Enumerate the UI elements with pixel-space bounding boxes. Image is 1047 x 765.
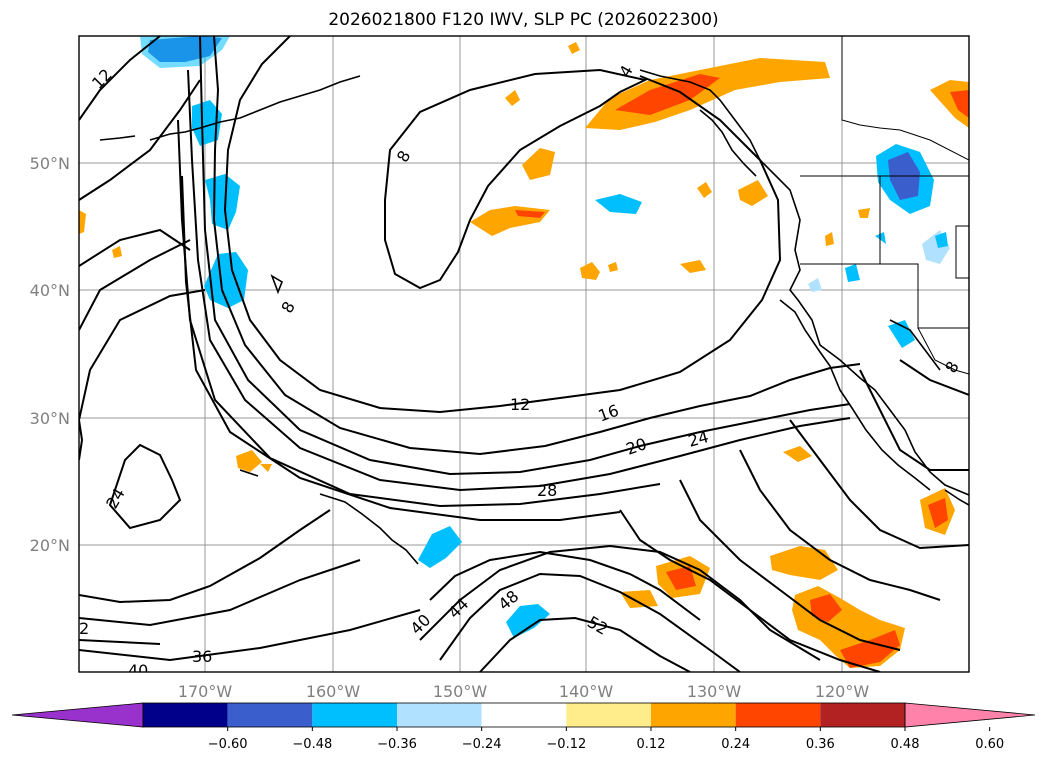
colorbar-tick-label: −0.60 bbox=[208, 737, 248, 752]
lat-tick-labels: 50°N 40°N 30°N 20°N bbox=[30, 154, 70, 555]
lat-tick: 20°N bbox=[30, 536, 70, 555]
anomaly-shading bbox=[79, 36, 969, 668]
colorbar-extend-max bbox=[904, 702, 1036, 728]
colorbar-segment bbox=[735, 703, 821, 727]
plot-border bbox=[78, 35, 970, 673]
lat-tick: 30°N bbox=[30, 409, 70, 428]
lon-tick: 130°W bbox=[687, 682, 742, 701]
colorbar-segment bbox=[227, 703, 313, 727]
colorbar-tick-label: −0.12 bbox=[546, 737, 586, 752]
colorbar-segment bbox=[143, 703, 228, 727]
lon-tick: 160°W bbox=[306, 682, 361, 701]
colorbar-tick-label: 0.24 bbox=[721, 737, 750, 752]
colorbar-segment bbox=[651, 703, 736, 727]
lon-tick: 170°W bbox=[178, 682, 233, 701]
colorbar-tick-label: 0.36 bbox=[806, 737, 835, 752]
map-title: 2026021800 F120 IWV, SLP PC (2026022300) bbox=[328, 10, 719, 30]
colorbar-ticks: −0.60 −0.48 −0.36 −0.24 −0.12 0.12 0.24 0.36 0.4… bbox=[208, 727, 1004, 752]
colorbar-tick-label: −0.24 bbox=[462, 737, 502, 752]
positive-anomaly-2 bbox=[522, 148, 555, 180]
lat-tick: 50°N bbox=[30, 154, 70, 173]
contour-label: 12 bbox=[510, 395, 530, 414]
contour-8-closed bbox=[384, 68, 649, 290]
contour-label: 28 bbox=[537, 481, 557, 500]
colorbar: −0.60 −0.48 −0.36 −0.24 −0.12 0.12 0.24 0.36 0.4… bbox=[11, 702, 1036, 752]
contour-label: 36 bbox=[192, 647, 212, 666]
colorbar-segment bbox=[820, 703, 905, 727]
colorbar-segment bbox=[312, 703, 397, 727]
colorbar-frame bbox=[142, 702, 906, 728]
colorbar-segment bbox=[566, 703, 651, 727]
coastlines bbox=[99, 69, 969, 565]
colorbar-tick-label: −0.36 bbox=[377, 737, 417, 752]
colorbar-tick-label: 0.12 bbox=[637, 737, 666, 752]
colorbar-segments bbox=[11, 702, 1036, 728]
lon-tick: 120°W bbox=[815, 682, 870, 701]
colorbar-segment bbox=[481, 703, 567, 727]
contour-24-left bbox=[108, 443, 182, 530]
political-borders bbox=[800, 36, 969, 375]
colorbar-tick-label: 0.48 bbox=[891, 737, 920, 752]
colorbar-segment bbox=[397, 703, 482, 727]
contour-label: 40 bbox=[128, 661, 148, 680]
colorbar-extend-min bbox=[11, 702, 144, 728]
lon-tick: 140°W bbox=[559, 682, 614, 701]
colorbar-tick-label: −0.48 bbox=[292, 737, 332, 752]
lon-tick-labels: 170°W 160°W 150°W 140°W 130°W 120°W bbox=[178, 682, 870, 701]
contour-label: 2 bbox=[79, 619, 89, 638]
positive-anomaly-3 bbox=[580, 262, 600, 280]
slp-contours bbox=[79, 36, 969, 672]
colorbar-tick-label: 0.60 bbox=[975, 737, 1004, 752]
lat-tick: 40°N bbox=[30, 281, 70, 300]
contour-label: 24 bbox=[686, 427, 711, 451]
contour-12 bbox=[223, 36, 782, 414]
lon-tick: 150°W bbox=[433, 682, 488, 701]
